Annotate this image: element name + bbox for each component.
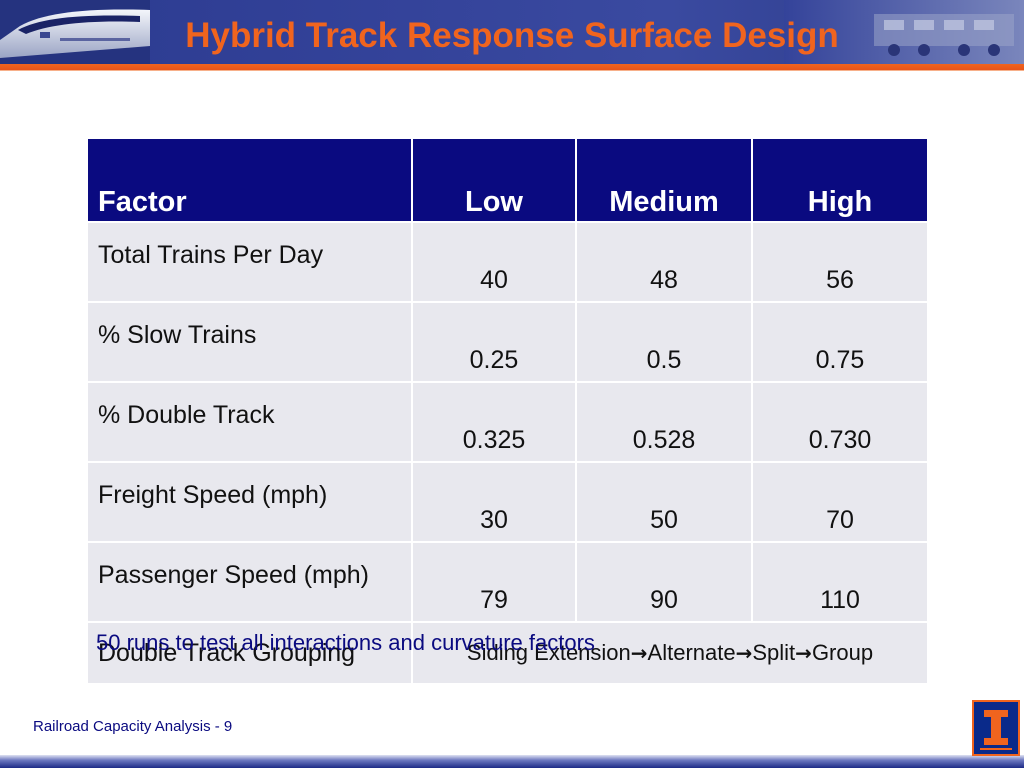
table-row: Passenger Speed (mph) 79 90 110	[86, 541, 929, 623]
bullet-train-icon	[0, 0, 150, 64]
high-value: 0.730	[751, 381, 929, 463]
arrow-right-icon: →	[795, 641, 812, 665]
factor-label: % Double Track	[86, 381, 413, 463]
table-row: % Double Track 0.325 0.528 0.730	[86, 381, 929, 463]
arrow-right-icon: →	[735, 641, 753, 665]
header-accent-stripe	[0, 64, 1024, 70]
grouping-sequence: Siding Extension→Alternate→Split→Group	[411, 621, 929, 685]
medium-value: 90	[575, 541, 753, 623]
grouping-step: Alternate	[647, 640, 736, 665]
footer-label: Railroad Capacity Analysis - 9	[33, 718, 233, 735]
high-value: 110	[751, 541, 929, 623]
header-high: High	[751, 137, 929, 223]
locomotive-icon	[784, 0, 1024, 64]
header-banner: Hybrid Track Response Surface Design	[0, 0, 1024, 64]
slide-note: 50 runs to test all interactions and cur…	[96, 630, 595, 655]
high-value: 0.75	[751, 301, 929, 383]
high-value: 56	[751, 221, 929, 303]
grouping-step: Siding Extension	[466, 640, 631, 665]
slide-title: Hybrid Track Response Surface Design	[185, 16, 839, 55]
grouping-step: Split	[752, 640, 796, 665]
table-row: Freight Speed (mph) 30 50 70	[86, 461, 929, 543]
grouping-step: Group	[811, 640, 874, 665]
table-row: % Slow Trains 0.25 0.5 0.75	[86, 301, 929, 383]
factor-label: % Slow Trains	[86, 301, 413, 383]
header-accent-line	[0, 70, 1024, 71]
factor-label: Double Track Grouping	[86, 621, 413, 685]
low-value: 0.25	[411, 301, 577, 383]
medium-value: 0.528	[575, 381, 753, 463]
low-value: 0.325	[411, 381, 577, 463]
header-medium: Medium	[575, 137, 753, 223]
low-value: 40	[411, 221, 577, 303]
low-value: 30	[411, 461, 577, 543]
header-factor: Factor	[86, 137, 413, 223]
table-row: Double Track Grouping Siding Extension→A…	[86, 621, 929, 685]
medium-value: 0.5	[575, 301, 753, 383]
factor-label: Freight Speed (mph)	[86, 461, 413, 543]
header-low: Low	[411, 137, 577, 223]
low-value: 79	[411, 541, 577, 623]
table-row: Total Trains Per Day 40 48 56	[86, 221, 929, 303]
footer-bar	[0, 755, 1024, 768]
factor-table: Factor Low Medium High Total Trains Per …	[86, 137, 929, 685]
table-header-row: Factor Low Medium High	[86, 137, 929, 223]
factor-label: Passenger Speed (mph)	[86, 541, 413, 623]
medium-value: 50	[575, 461, 753, 543]
factor-label: Total Trains Per Day	[86, 221, 413, 303]
arrow-right-icon: →	[630, 641, 648, 665]
medium-value: 48	[575, 221, 753, 303]
high-value: 70	[751, 461, 929, 543]
illinois-rail-logo-icon	[972, 700, 1020, 756]
